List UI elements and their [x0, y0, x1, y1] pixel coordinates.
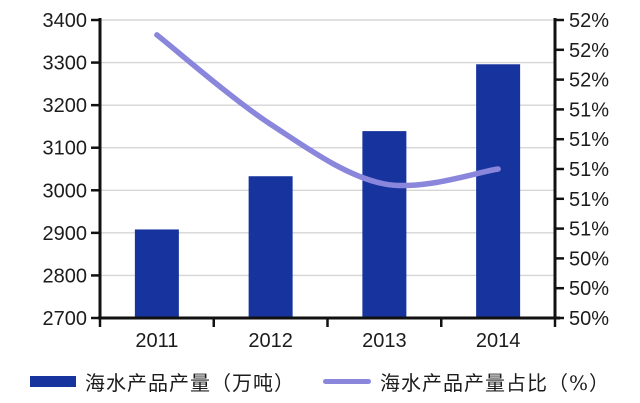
bar-2013: [362, 131, 407, 318]
left-axis-tick-label: 2800: [43, 265, 88, 287]
left-axis-tick-label: 3400: [43, 10, 88, 32]
share-line: [154, 32, 501, 189]
legend-item-share: 海水产品产量占比（%）: [322, 367, 610, 396]
right-axis-tick-label: 52%: [569, 40, 609, 62]
bar-2014: [476, 64, 521, 318]
bar-series-label: 海水产品产量（万吨）: [84, 370, 295, 395]
right-axis-tick-label: 50%: [569, 248, 609, 270]
x-axis-category-label: 2011: [135, 330, 178, 352]
x-axis-category-label: 2013: [362, 330, 407, 352]
left-axis-tick-label: 3100: [43, 138, 88, 160]
right-axis-tick-label: 50%: [569, 278, 609, 300]
x-axis-category-label: 2012: [248, 330, 293, 352]
x-axis-category-label: 2014: [476, 330, 521, 352]
chart-legend: 海水产品产量（万吨） 海水产品产量占比（%）: [0, 364, 640, 398]
right-axis-tick-label: 50%: [569, 308, 609, 330]
left-axis-tick-label: 2900: [43, 223, 88, 245]
right-axis-tick-label: 51%: [569, 99, 609, 121]
bar-2011: [134, 229, 179, 318]
legend-item-production: 海水产品产量（万吨）: [29, 367, 295, 396]
left-axis-tick-label: 2700: [43, 308, 88, 330]
right-axis-tick-label: 52%: [569, 70, 609, 92]
left-axis-tick-label: 3000: [43, 180, 88, 202]
right-axis-tick-label: 52%: [569, 10, 609, 32]
left-axis-tick-label: 3200: [43, 95, 88, 117]
right-axis-tick-label: 51%: [569, 159, 609, 181]
bar-2012: [248, 176, 293, 318]
line-series-label: 海水产品产量占比（%）: [379, 370, 610, 395]
bar-series-swatch: [29, 375, 76, 387]
line-series-swatch: [322, 378, 371, 384]
left-axis-tick-label: 3300: [43, 53, 88, 75]
right-axis-tick-label: 51%: [569, 129, 609, 151]
right-axis-tick-label: 51%: [569, 219, 609, 241]
right-axis-tick-label: 51%: [569, 189, 609, 211]
